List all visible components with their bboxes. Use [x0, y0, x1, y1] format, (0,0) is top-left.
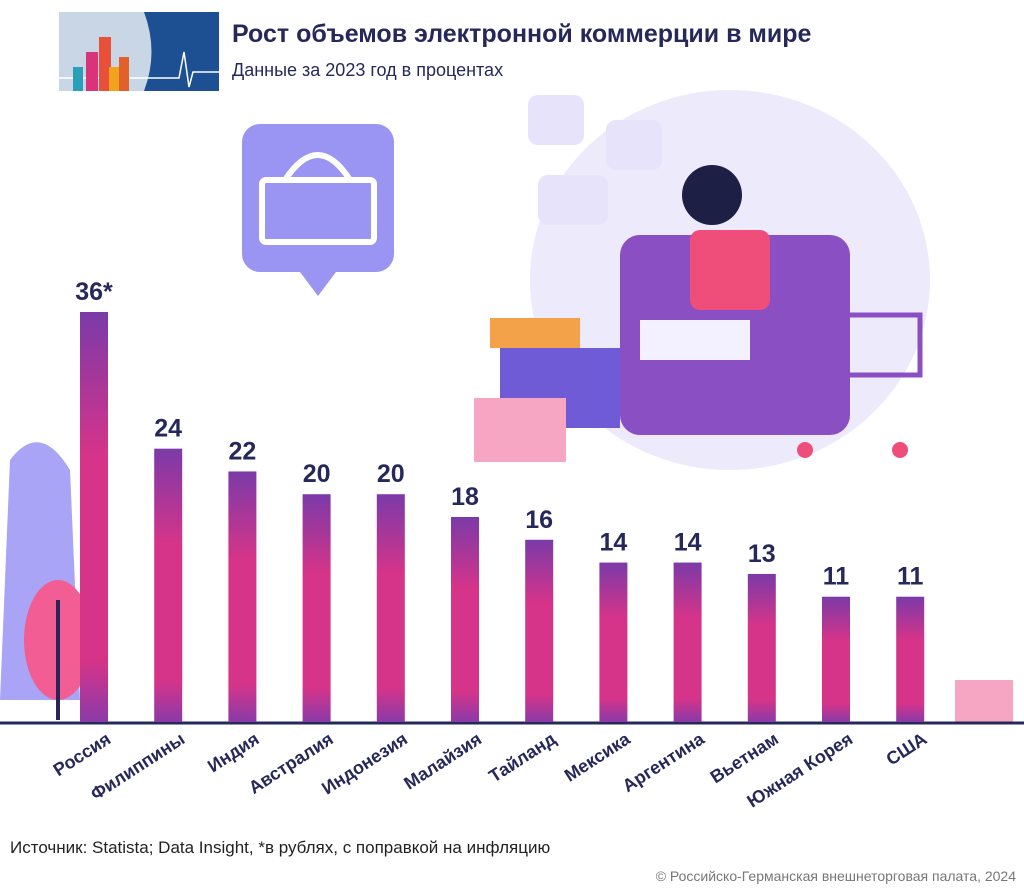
data-label: 24 — [154, 415, 182, 443]
bar-5 — [451, 517, 479, 722]
category-label: Аргентина — [619, 728, 709, 796]
data-label: 36* — [75, 278, 113, 306]
chart-subtitle: Данные за 2023 год в процентах — [232, 60, 504, 80]
category-label: Россия — [50, 729, 114, 781]
category-label: Тайланд — [485, 728, 560, 786]
data-label: 14 — [674, 529, 702, 557]
category-label: Малайзия — [400, 729, 485, 794]
bar-8 — [673, 562, 702, 722]
data-label: 20 — [303, 460, 331, 488]
shopping-illustration — [0, 90, 1013, 722]
category-label: Индия — [204, 729, 263, 777]
bar-3 — [302, 494, 331, 722]
data-label: 16 — [525, 506, 553, 534]
data-label: 18 — [451, 483, 479, 511]
data-label: 14 — [599, 529, 627, 557]
copyright: © Российско-Германская внешнеторговая па… — [655, 868, 1016, 884]
category-label: США — [883, 729, 931, 770]
logo — [59, 12, 219, 91]
chart-title: Рост объемов электронной коммерции в мир… — [232, 20, 812, 48]
bar-0 — [80, 312, 108, 722]
bar-4 — [376, 494, 405, 722]
bar-2 — [228, 471, 257, 722]
data-label: 22 — [228, 437, 256, 465]
data-label: 13 — [748, 540, 776, 568]
bar-7 — [599, 562, 628, 722]
bar-10 — [822, 596, 850, 722]
bar-1 — [154, 448, 183, 722]
bar-6 — [525, 539, 554, 722]
source-note: Источник: Statista; Data Insight, *в руб… — [10, 838, 551, 857]
data-label: 11 — [897, 563, 924, 591]
data-label: 11 — [823, 563, 850, 591]
bar-11 — [896, 596, 925, 722]
data-label: 20 — [377, 460, 405, 488]
bar-9 — [747, 573, 776, 722]
